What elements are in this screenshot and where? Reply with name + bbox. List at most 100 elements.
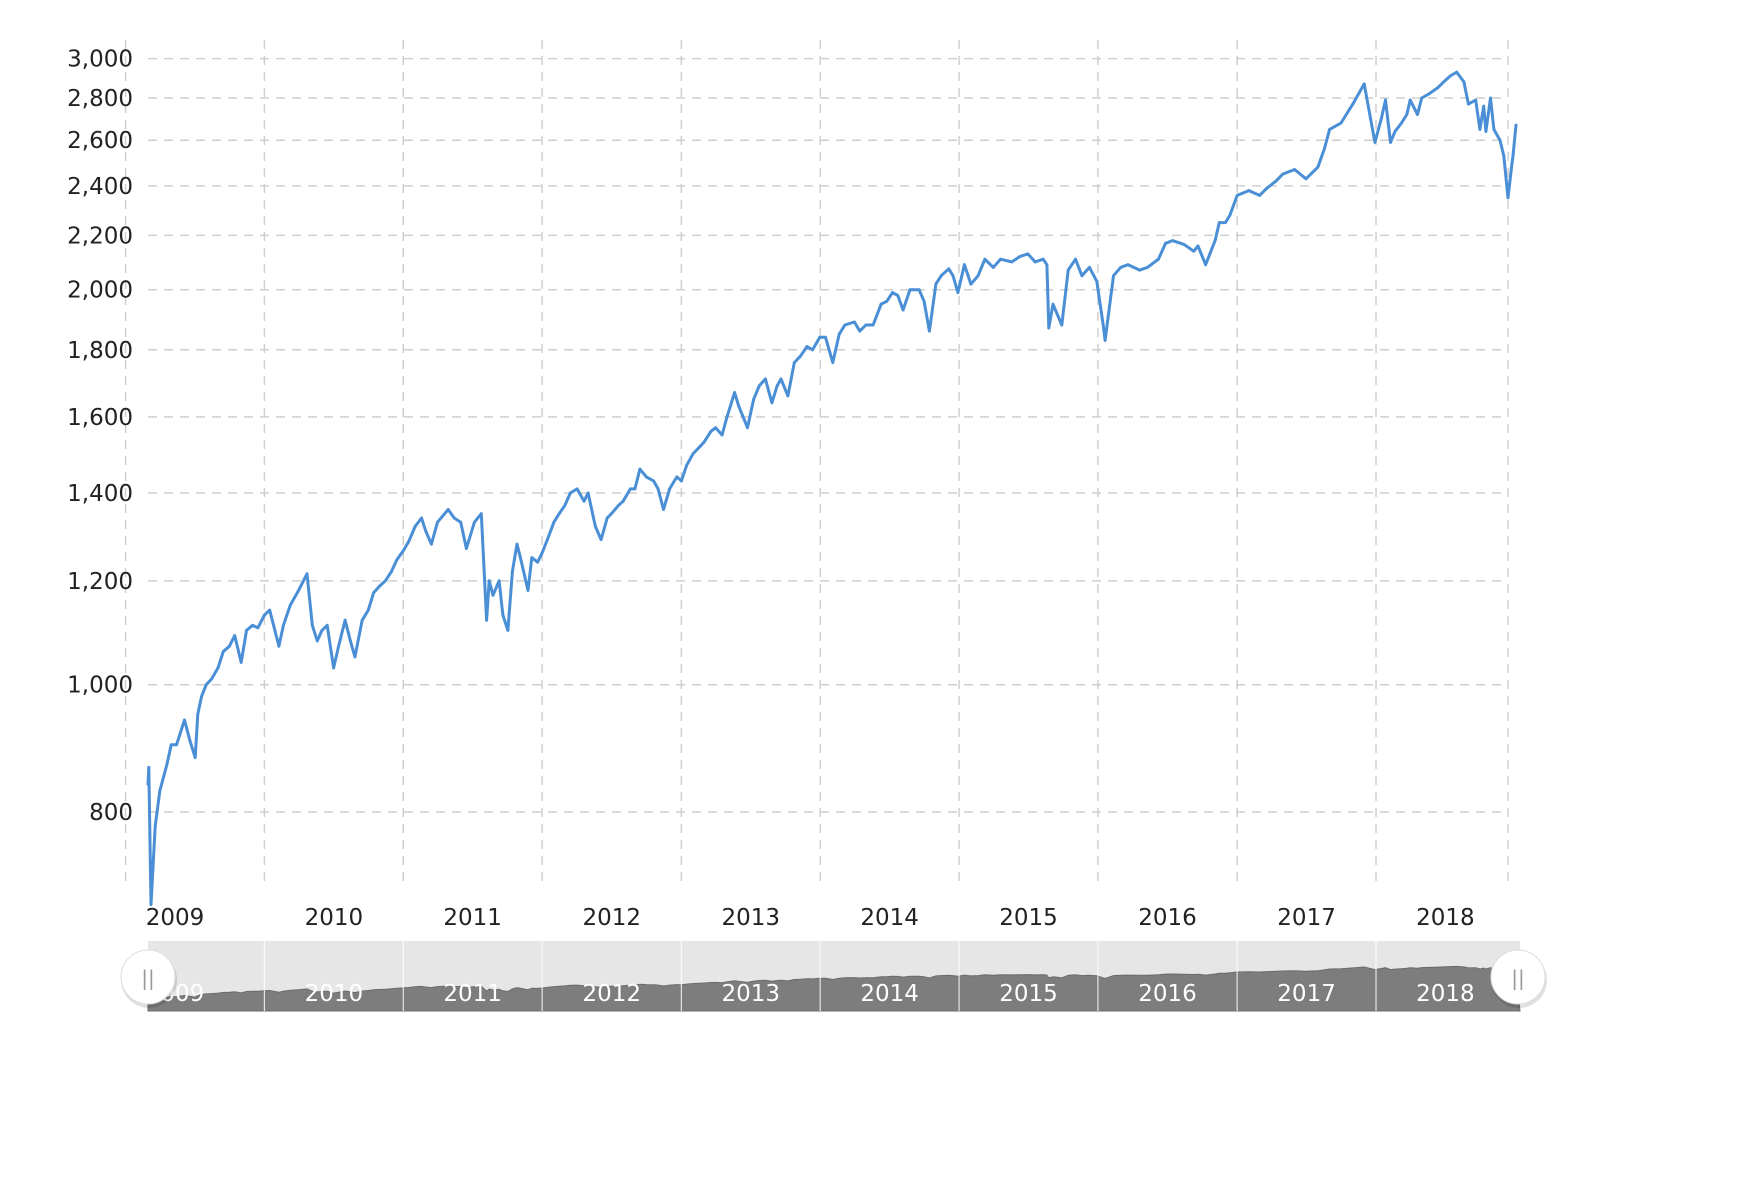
grid-lines bbox=[124, 40, 1509, 888]
data-point bbox=[305, 572, 309, 576]
y-tick-label: 1,000 bbox=[67, 673, 133, 699]
y-axis-tick-labels: 800 1,000 1,200 1,400 1,600 1,800 2,000 2,200 2,… bbox=[67, 47, 133, 826]
data-point bbox=[1192, 249, 1196, 253]
y-tick-label: 800 bbox=[89, 800, 133, 826]
data-point bbox=[519, 556, 522, 559]
data-point bbox=[775, 384, 779, 388]
data-point bbox=[221, 650, 225, 653]
data-point bbox=[675, 475, 679, 479]
data-point bbox=[465, 547, 468, 550]
data-point bbox=[922, 299, 926, 303]
data-point bbox=[1462, 80, 1466, 84]
data-point bbox=[1511, 154, 1515, 158]
navigator-tick-label: 2016 bbox=[1138, 981, 1197, 1007]
data-point bbox=[599, 538, 603, 541]
data-point bbox=[366, 608, 370, 612]
data-point bbox=[1010, 260, 1014, 264]
data-point bbox=[1258, 194, 1261, 197]
data-point bbox=[1384, 98, 1387, 102]
data-point bbox=[699, 444, 702, 448]
data-point bbox=[837, 332, 841, 336]
data-point bbox=[1393, 130, 1397, 133]
data-point bbox=[582, 499, 586, 503]
data-point bbox=[487, 579, 491, 583]
data-point bbox=[1442, 80, 1446, 84]
handle-grip-icon: || bbox=[141, 966, 154, 990]
data-point bbox=[200, 694, 204, 698]
data-point bbox=[1281, 172, 1285, 176]
x-tick-label: 2012 bbox=[582, 905, 641, 931]
data-point bbox=[1138, 268, 1142, 272]
data-point bbox=[479, 512, 483, 516]
data-point bbox=[1405, 113, 1409, 116]
data-point bbox=[228, 644, 231, 648]
data-point bbox=[934, 282, 938, 286]
data-point bbox=[210, 677, 213, 681]
x-tick-label: 2009 bbox=[146, 905, 205, 931]
data-point bbox=[568, 491, 572, 495]
data-point bbox=[245, 629, 248, 632]
x-tick-label: 2011 bbox=[443, 905, 502, 931]
navigator-right-handle[interactable]: || bbox=[1490, 949, 1547, 1008]
data-point bbox=[401, 549, 405, 553]
data-point bbox=[1026, 252, 1030, 256]
data-point bbox=[1474, 98, 1478, 102]
data-point bbox=[1060, 323, 1064, 327]
data-point bbox=[1322, 147, 1326, 151]
data-point bbox=[1103, 339, 1107, 342]
data-point bbox=[891, 291, 894, 294]
data-point bbox=[1112, 274, 1115, 278]
series-line bbox=[146, 70, 1518, 906]
data-point bbox=[1033, 260, 1037, 264]
data-point bbox=[575, 487, 579, 491]
x-tick-label: 2013 bbox=[722, 905, 781, 931]
data-point bbox=[725, 415, 729, 419]
data-point bbox=[594, 525, 597, 528]
data-point bbox=[956, 291, 960, 294]
y-tick-label: 2,600 bbox=[67, 128, 133, 154]
data-point bbox=[1066, 268, 1070, 272]
data-point bbox=[1088, 266, 1091, 269]
data-point bbox=[297, 589, 300, 592]
data-point bbox=[158, 789, 162, 793]
data-point bbox=[610, 512, 613, 516]
data-point bbox=[792, 361, 796, 364]
data-point bbox=[752, 398, 755, 401]
data-point bbox=[1126, 263, 1130, 267]
data-point bbox=[390, 570, 393, 573]
range-navigator[interactable]: 2009 2010 2011 2012 2013 2014 2015 2016 2017 2018… bbox=[120, 941, 1547, 1012]
data-point bbox=[805, 345, 809, 348]
plot-area bbox=[146, 70, 1518, 906]
data-point bbox=[557, 512, 561, 516]
data-point bbox=[452, 516, 456, 520]
navigator-series-area bbox=[147, 965, 1521, 1012]
data-point bbox=[652, 479, 655, 483]
handle-knob[interactable] bbox=[1490, 949, 1546, 1005]
data-point bbox=[526, 589, 530, 592]
data-point bbox=[901, 308, 905, 312]
data-point bbox=[764, 377, 767, 381]
data-point bbox=[501, 613, 505, 617]
data-point bbox=[633, 487, 637, 491]
data-point bbox=[1436, 86, 1439, 90]
data-point bbox=[1196, 244, 1200, 248]
data-point bbox=[1018, 255, 1022, 258]
data-point bbox=[515, 542, 519, 546]
handle-knob[interactable] bbox=[120, 949, 176, 1005]
data-point bbox=[1045, 263, 1049, 267]
data-point bbox=[733, 391, 736, 394]
data-point bbox=[1235, 194, 1239, 197]
data-point bbox=[638, 467, 642, 471]
y-tick-label: 2,200 bbox=[67, 223, 133, 249]
data-point bbox=[188, 740, 192, 743]
data-point bbox=[268, 608, 272, 612]
data-point bbox=[896, 294, 900, 297]
navigator-left-handle[interactable]: || bbox=[120, 949, 177, 1008]
data-point bbox=[239, 661, 243, 664]
data-point bbox=[963, 263, 966, 267]
y-tick-label: 2,400 bbox=[67, 174, 133, 200]
data-point bbox=[372, 591, 375, 595]
data-point bbox=[1265, 186, 1269, 190]
data-point bbox=[1482, 104, 1486, 108]
